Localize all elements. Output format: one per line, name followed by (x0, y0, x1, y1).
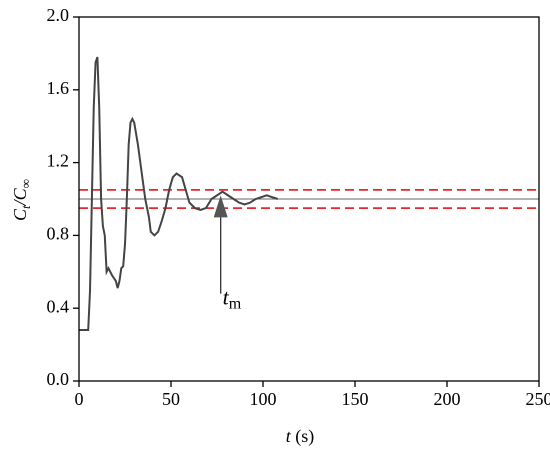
x-tick-label: 150 (342, 389, 369, 409)
x-label-var: t (286, 426, 292, 446)
x-tick-label: 0 (75, 389, 84, 409)
annotation-sub: m (229, 295, 242, 312)
y-axis-label: Ct/C∞ (10, 179, 33, 221)
y-tick-label: 1.6 (47, 78, 70, 98)
arrow-head (213, 195, 228, 218)
y-tick-label: 2.0 (47, 5, 70, 25)
y-tick-label: 0.4 (47, 296, 70, 316)
x-tick-label: 250 (526, 389, 550, 409)
y-label-mid: /C (10, 187, 30, 206)
annotation-var: t (223, 285, 230, 310)
x-label-unit: (s) (291, 426, 315, 447)
x-tick-label: 50 (162, 389, 180, 409)
y-tick-label: 1.2 (47, 151, 70, 171)
y-label-sub: t (18, 205, 33, 209)
annotation-label: tm (223, 285, 242, 313)
y-tick-label: 0.8 (47, 224, 70, 244)
x-axis-label: t (s) (286, 426, 315, 447)
y-tick-label: 0.0 (47, 369, 70, 389)
y-label-sub2: ∞ (18, 179, 33, 188)
x-tick-label: 200 (434, 389, 461, 409)
x-tick-label: 100 (250, 389, 277, 409)
data-line (79, 56, 279, 332)
plot-frame (78, 16, 540, 382)
y-label-c: C (10, 208, 30, 221)
